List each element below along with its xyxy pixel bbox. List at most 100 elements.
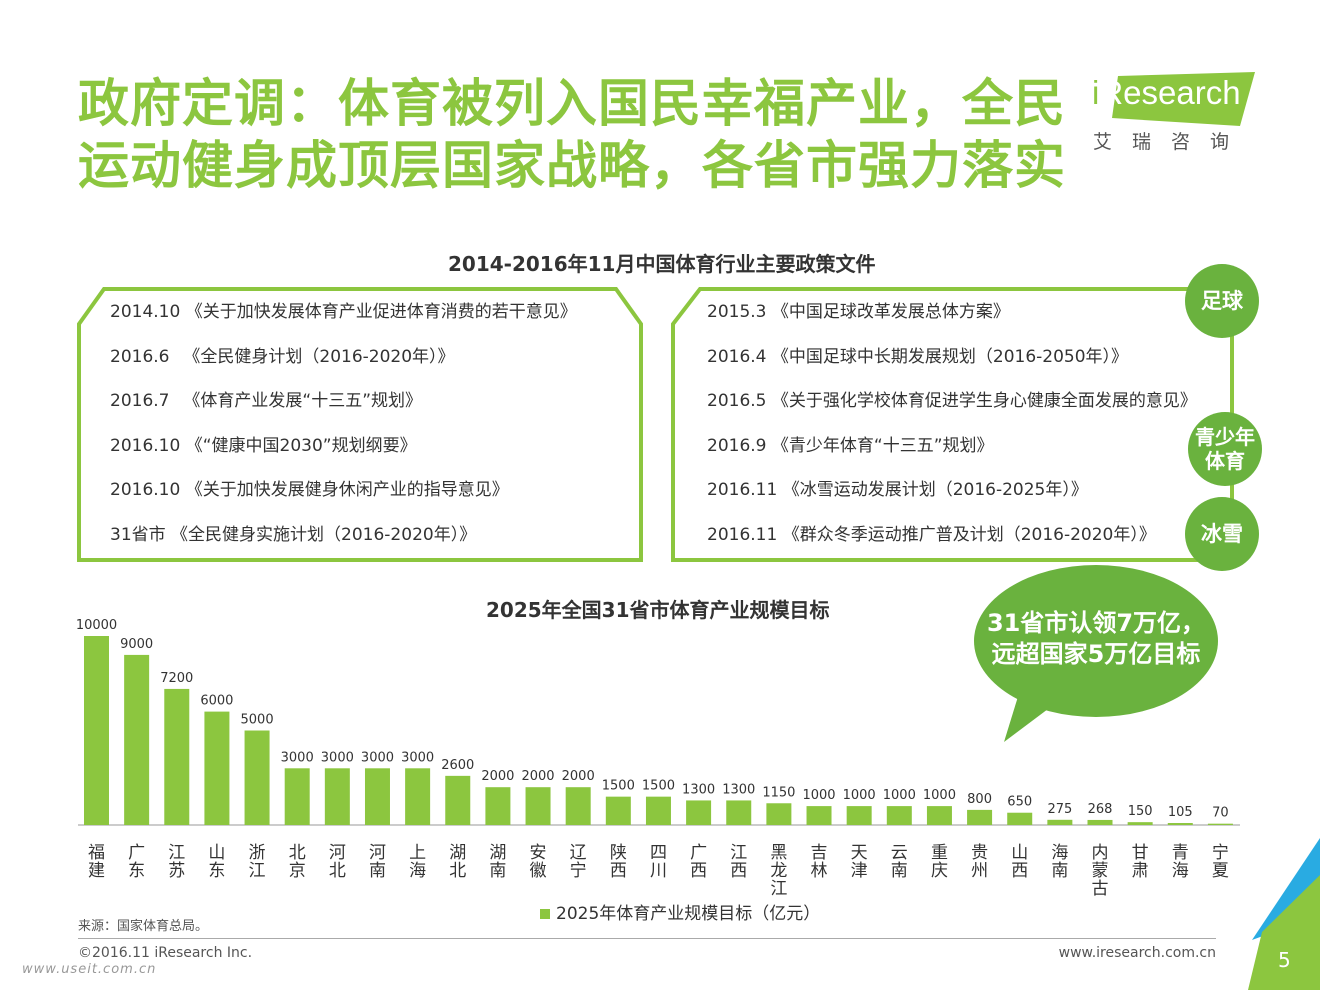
policy-item: 2016.5 《关于强化学校体育促进学生身心健康全面发展的意见》 (707, 391, 1197, 412)
category-label: 海 (409, 861, 426, 881)
category-label: 苏 (168, 861, 185, 881)
bar-value-label: 1150 (762, 785, 795, 800)
category-label: 宁 (1212, 843, 1229, 863)
category-label: 徽 (530, 861, 547, 881)
category-label: 广 (690, 843, 707, 863)
bar-13 (605, 796, 631, 825)
policy-item: 2015.3 《中国足球改革发展总体方案》 (707, 302, 1010, 322)
category-label: 川 (650, 861, 667, 881)
bar-7 (364, 768, 390, 825)
watermark: www.useit.com.cn (22, 962, 157, 977)
category-label: 江 (168, 843, 185, 863)
footer-divider (78, 938, 1216, 939)
policy-item: 2016.11 《群众冬季运动推广普及计划（2016-2020年）》 (707, 524, 1156, 545)
bar-2 (164, 688, 190, 825)
page-title-line-2: 运动健身成顶层国家战略，各省市强力落实 (78, 137, 1067, 196)
left-policy-panel (77, 287, 643, 562)
category-label: 湖 (489, 843, 506, 863)
bar-value-label: 1500 (642, 779, 675, 794)
category-label: 海 (1172, 861, 1189, 881)
copyright: ©2016.11 iResearch Inc. (78, 945, 253, 961)
page-number: 5 (1278, 948, 1291, 972)
category-label: 南 (489, 861, 506, 881)
category-label: 河 (369, 843, 386, 863)
bar-value-label: 650 (1007, 795, 1032, 810)
logo-wordmark: iResearch (1092, 74, 1241, 111)
category-label: 林 (811, 861, 828, 881)
category-label: 山 (1011, 843, 1028, 863)
category-label: 东 (208, 861, 225, 881)
bar-value-label: 105 (1168, 805, 1193, 820)
logo-subtitle: 艾瑞咨询 (1093, 131, 1250, 153)
bar-3 (204, 711, 230, 825)
bar-4 (244, 730, 270, 825)
category-label: 安 (530, 843, 547, 863)
bar-5 (284, 768, 310, 825)
category-label: 北 (289, 843, 306, 863)
left-policy-list: 2014.10 《关于加快发展体育产业促进体育消费的若干意见》 2016.6 《… (110, 301, 577, 569)
category-label: 湖 (449, 843, 466, 863)
bar-value-label: 2600 (441, 758, 474, 773)
bar-value-label: 70 (1212, 806, 1229, 821)
bar-19 (846, 806, 872, 825)
chart-legend: 2025年体育产业规模目标（亿元） (540, 899, 820, 924)
bar-14 (645, 796, 671, 825)
category-label: 北 (449, 861, 466, 881)
page-title: 政府定调：体育被列入国民幸福产业，全民 运动健身成顶层国家战略，各省市强力落实 (78, 74, 1078, 198)
bar-value-label: 1000 (843, 788, 876, 803)
category-label: 甘 (1132, 843, 1149, 863)
category-label: 西 (1011, 861, 1028, 881)
bar-12 (565, 787, 591, 825)
ice-snow-badge: 冰雪 (1185, 497, 1259, 571)
bar-18 (806, 806, 832, 825)
category-label: 州 (971, 861, 988, 881)
category-label: 龙 (770, 861, 787, 881)
bar-0 (84, 636, 109, 825)
bar-value-label: 275 (1047, 802, 1072, 817)
category-label: 陕 (610, 843, 627, 863)
bar-28 (1207, 823, 1233, 825)
bar-value-label: 1000 (923, 788, 956, 803)
category-label: 浙 (249, 843, 266, 863)
policy-item: 2016.4 《中国足球中长期发展规划（2016-2050年）》 (707, 346, 1129, 367)
bar-value-label: 1000 (802, 788, 835, 803)
category-label: 四 (650, 843, 667, 863)
bar-10 (485, 787, 511, 825)
bar-27 (1167, 823, 1193, 825)
bar-value-label: 800 (967, 792, 992, 807)
bar-value-label: 6000 (200, 694, 233, 709)
callout-text: 31省市认领7万亿， 远超国家5万亿目标 (986, 609, 1206, 668)
category-label: 西 (690, 861, 707, 881)
bar-value-label: 3000 (401, 750, 434, 765)
iresearch-logo (1112, 72, 1255, 126)
legend-label: 2025年体育产业规模目标（亿元） (556, 904, 821, 924)
callout-bubble-tail (1004, 690, 1060, 742)
website-url: www.iresearch.com.cn (1058, 945, 1216, 961)
source-note: 来源：国家体育总局。 (78, 919, 209, 934)
category-label: 西 (610, 861, 627, 881)
bar-value-label: 2000 (562, 769, 595, 784)
bar-value-label: 1500 (602, 779, 635, 794)
bar-1 (124, 654, 150, 825)
bar-value-label: 10000 (76, 618, 117, 633)
category-label: 江 (770, 879, 787, 899)
category-label: 青 (1172, 843, 1189, 863)
bar-value-label: 3000 (281, 750, 314, 765)
bar-value-label: 9000 (120, 637, 153, 652)
corner-decoration-green (1248, 875, 1320, 990)
category-label: 南 (369, 861, 386, 881)
youth-sports-badge: 青少年 体育 (1188, 412, 1262, 486)
policy-item: 2016.10 《关于加快发展健身休闲产业的指导意见》 (110, 480, 509, 501)
category-label: 黑 (770, 843, 787, 863)
bar-value-label: 7200 (160, 671, 193, 686)
bar-26 (1127, 822, 1153, 825)
category-label: 夏 (1212, 861, 1229, 881)
bar-6 (324, 768, 350, 825)
category-label: 宁 (570, 861, 587, 881)
category-label: 建 (88, 861, 105, 881)
bar-20 (886, 806, 912, 825)
category-label: 京 (289, 861, 306, 881)
category-label: 上 (409, 843, 426, 863)
football-badge: 足球 (1185, 264, 1259, 338)
